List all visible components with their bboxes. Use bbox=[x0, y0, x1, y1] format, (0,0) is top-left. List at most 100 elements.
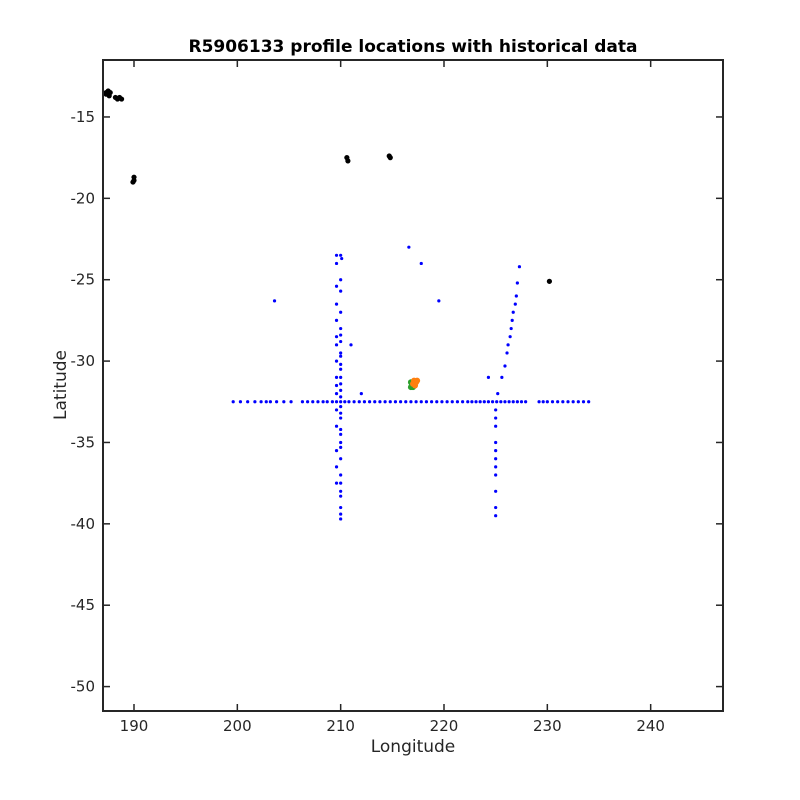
historical-profile-point bbox=[289, 400, 293, 404]
historical-profile-point bbox=[517, 265, 522, 269]
historical-profile-point bbox=[334, 375, 339, 379]
historical-profile-point bbox=[450, 400, 454, 404]
historical-profile-point bbox=[334, 465, 339, 469]
historical-profile-point bbox=[325, 400, 329, 404]
historical-profile-point bbox=[339, 494, 343, 498]
historical-profile-point bbox=[455, 400, 460, 404]
historical-profile-point bbox=[264, 400, 268, 404]
y-tick-label: -35 bbox=[71, 433, 96, 451]
historical-profile-point bbox=[494, 489, 498, 493]
historical-profile-point bbox=[482, 400, 486, 404]
historical-profile-point bbox=[334, 392, 339, 396]
historical-profile-point bbox=[430, 400, 434, 404]
historical-profile-point bbox=[339, 473, 343, 477]
historical-profile-point bbox=[357, 400, 361, 404]
historical-profile-point bbox=[511, 400, 515, 404]
land-point bbox=[103, 91, 109, 97]
historical-profile-point bbox=[494, 424, 498, 428]
historical-profile-point bbox=[494, 416, 498, 420]
historical-profile-point bbox=[510, 318, 514, 322]
historical-profile-point bbox=[466, 400, 470, 404]
historical-profile-point bbox=[494, 449, 498, 453]
historical-profile-point bbox=[246, 400, 250, 404]
historical-profile-point bbox=[339, 367, 343, 371]
historical-profile-point bbox=[259, 400, 263, 404]
historical-profile-point bbox=[334, 335, 339, 339]
historical-profile-point bbox=[231, 400, 235, 404]
historical-profile-point bbox=[494, 440, 498, 445]
historical-profile-point bbox=[334, 359, 339, 363]
historical-profile-point bbox=[494, 505, 498, 510]
historical-profile-point bbox=[393, 400, 398, 404]
historical-profile-point bbox=[339, 505, 343, 510]
y-tick-label: -15 bbox=[71, 108, 96, 126]
historical-profile-point bbox=[519, 400, 524, 404]
historical-profile-point bbox=[334, 481, 339, 485]
historical-profile-point bbox=[339, 289, 343, 293]
historical-profile-point bbox=[339, 481, 343, 485]
land-point bbox=[546, 278, 553, 284]
historical-profile-point bbox=[339, 339, 343, 344]
historical-profile-point bbox=[339, 457, 343, 461]
historical-profile-point bbox=[339, 388, 343, 392]
historical-profile-point bbox=[339, 326, 343, 331]
historical-profile-point bbox=[339, 278, 343, 282]
historical-profile-point bbox=[461, 400, 465, 404]
historical-profile-point bbox=[306, 400, 310, 404]
historical-profile-point bbox=[334, 424, 339, 428]
historical-profile-point bbox=[414, 400, 418, 404]
historical-profile-point bbox=[272, 299, 277, 303]
historical-profile-point bbox=[368, 400, 372, 404]
historical-profile-point bbox=[340, 256, 344, 261]
historical-profile-point bbox=[339, 432, 343, 436]
historical-profile-point bbox=[339, 405, 343, 409]
historical-profile-point bbox=[347, 400, 351, 404]
historical-profile-point bbox=[470, 400, 474, 404]
historical-profile-point bbox=[494, 408, 498, 412]
historical-profile-point bbox=[507, 400, 511, 404]
historical-profile-point bbox=[508, 335, 512, 339]
x-tick-label: 190 bbox=[120, 717, 149, 735]
historical-profile-point bbox=[334, 318, 339, 322]
historical-profile-point bbox=[445, 400, 449, 404]
historical-profile-point bbox=[513, 302, 517, 306]
historical-profile-point bbox=[424, 400, 429, 404]
historical-profile-point bbox=[334, 284, 339, 288]
historical-profile-point bbox=[334, 261, 339, 266]
historical-profile-point bbox=[500, 375, 504, 379]
y-axis-label: Latitude bbox=[51, 350, 71, 420]
historical-profile-point bbox=[339, 512, 343, 516]
historical-profile-point bbox=[495, 400, 499, 404]
y-tick-label: -20 bbox=[71, 189, 96, 207]
historical-profile-point bbox=[486, 375, 491, 379]
historical-profile-point bbox=[581, 400, 586, 404]
historical-profile-point bbox=[339, 375, 343, 379]
y-tick-label: -45 bbox=[71, 596, 96, 614]
historical-profile-point bbox=[576, 400, 580, 404]
historical-profile-point bbox=[339, 427, 343, 432]
x-tick-label: 240 bbox=[636, 717, 665, 735]
historical-profile-point bbox=[494, 465, 498, 469]
historical-profile-point bbox=[515, 281, 519, 285]
historical-profile-point bbox=[339, 416, 343, 420]
historical-profile-point bbox=[334, 343, 339, 347]
historical-profile-point bbox=[378, 400, 382, 404]
historical-profile-point bbox=[437, 299, 441, 303]
land-point bbox=[130, 179, 136, 185]
historical-profile-point bbox=[556, 400, 560, 404]
historical-profile-point bbox=[339, 354, 343, 358]
historical-profile-point bbox=[524, 400, 528, 404]
historical-profile-point bbox=[343, 400, 347, 404]
x-tick-label: 220 bbox=[430, 717, 459, 735]
historical-profile-point bbox=[275, 400, 279, 404]
historical-profile-point bbox=[362, 400, 367, 404]
historical-profile-point bbox=[238, 400, 243, 404]
profile-point-end bbox=[414, 377, 421, 384]
y-tick-label: -25 bbox=[71, 271, 96, 289]
historical-profile-point bbox=[478, 400, 482, 404]
historical-profile-point bbox=[409, 400, 413, 404]
historical-profile-point bbox=[253, 400, 257, 404]
land-point bbox=[387, 155, 393, 161]
